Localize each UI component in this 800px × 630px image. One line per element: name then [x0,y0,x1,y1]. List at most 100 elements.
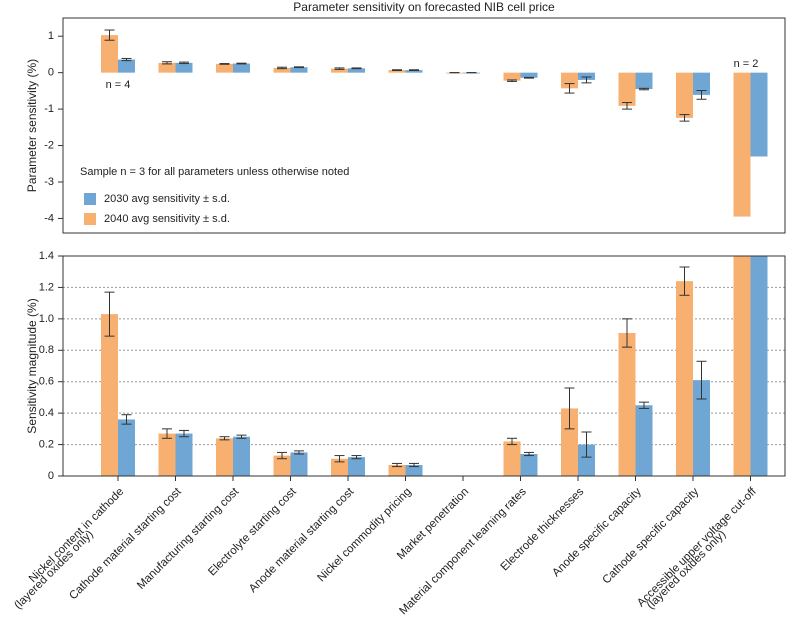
bar [175,433,193,476]
error-bar [581,76,592,84]
bar [693,72,710,95]
error-bar [524,451,534,457]
error-bar [409,69,419,71]
x-tick-label: (layered oxides only) [12,528,96,612]
error-bar [581,431,592,458]
error-bar [219,436,230,441]
x-tick-label: Material component learning rates [397,486,529,618]
error-bar [121,414,132,425]
y-tick-label: 1.2 [39,281,54,293]
bar [175,62,193,73]
y-axis-title: Parameter sensitivity (%) [25,59,39,192]
bar [750,256,768,476]
error-bar [679,114,690,122]
bar [635,72,653,90]
error-bar [236,434,247,439]
bar [405,70,423,73]
bar [520,72,538,78]
error-bar [294,66,304,69]
note: Sample n = 3 for all parameters unless o… [80,166,349,178]
error-bar [564,387,575,430]
bar [618,333,636,476]
error-bar [334,455,345,463]
bar [503,72,521,81]
error-bar [639,87,649,91]
y-tick-label: 1.4 [39,250,54,262]
error-bar [162,428,172,439]
bar [216,63,233,73]
bar [578,72,595,80]
bar [290,452,308,476]
x-tick-label: Manufacturing starting cost [135,485,242,592]
y-tick-label: 0.2 [39,438,54,450]
bar [618,72,636,106]
y-tick-label: 0 [48,67,54,79]
bar [331,68,348,73]
x-tick-label: Anode material starting cost [247,485,357,595]
x-tick-label: Nickel content in cathode [27,486,126,585]
bar [101,314,118,476]
error-bar [294,450,304,455]
error-bar [622,102,632,110]
error-bar [277,451,287,460]
error-bar [679,266,690,296]
error-bar [564,83,575,94]
bar [750,72,768,157]
y-tick-label: -3 [44,176,54,188]
legend-swatch [84,213,96,225]
plot-frame [62,255,786,477]
y-tick-label: -2 [44,139,54,151]
plot-frame [62,17,786,234]
error-bar [104,291,115,337]
bar [290,67,308,73]
error-bar [639,401,649,409]
bar [635,405,653,476]
error-bar [507,79,517,82]
error-bar [351,67,362,70]
bar [331,458,348,476]
bar [561,408,578,476]
x-tick-label: Accessible upper voltage cut-off [635,485,759,609]
error-bar [622,318,632,348]
bar [520,454,538,476]
error-bar [104,29,115,41]
y-axis-title: Sensitivity magnitude (%) [25,298,39,433]
annotation: n = 2 [734,58,759,70]
bar [733,256,751,476]
plot-area [101,256,768,476]
plot-area [101,29,768,217]
bar [503,441,521,476]
y-tick-label: -1 [44,103,54,115]
bar [273,455,291,476]
bar [158,62,176,73]
legend-label: 2030 avg sensitivity ± s.d. [104,193,230,205]
error-bar [351,455,362,460]
error-bar [696,360,707,400]
bar [676,281,693,476]
bar [388,70,406,73]
bar [118,419,135,476]
bar [273,67,291,73]
bar [158,433,176,476]
legend-swatch [84,193,96,205]
error-bar [392,69,402,71]
bar [233,63,250,73]
bar [348,68,365,73]
bar [578,444,595,476]
bar [348,457,365,476]
error-bar [121,57,132,62]
error-bar [179,429,189,438]
error-bar [334,67,345,70]
x-tick-label: (layered oxides only) [645,528,729,612]
bar [676,72,693,118]
x-tick-label: Nickel commodity pricing [315,486,413,584]
bar [233,436,250,476]
error-bar [524,76,534,79]
error-bar [179,61,189,65]
error-bar [392,462,402,468]
y-tick-label: 0.4 [39,407,54,419]
annotation: n = 4 [106,79,131,91]
error-bar [162,61,172,65]
error-bar [696,90,707,100]
